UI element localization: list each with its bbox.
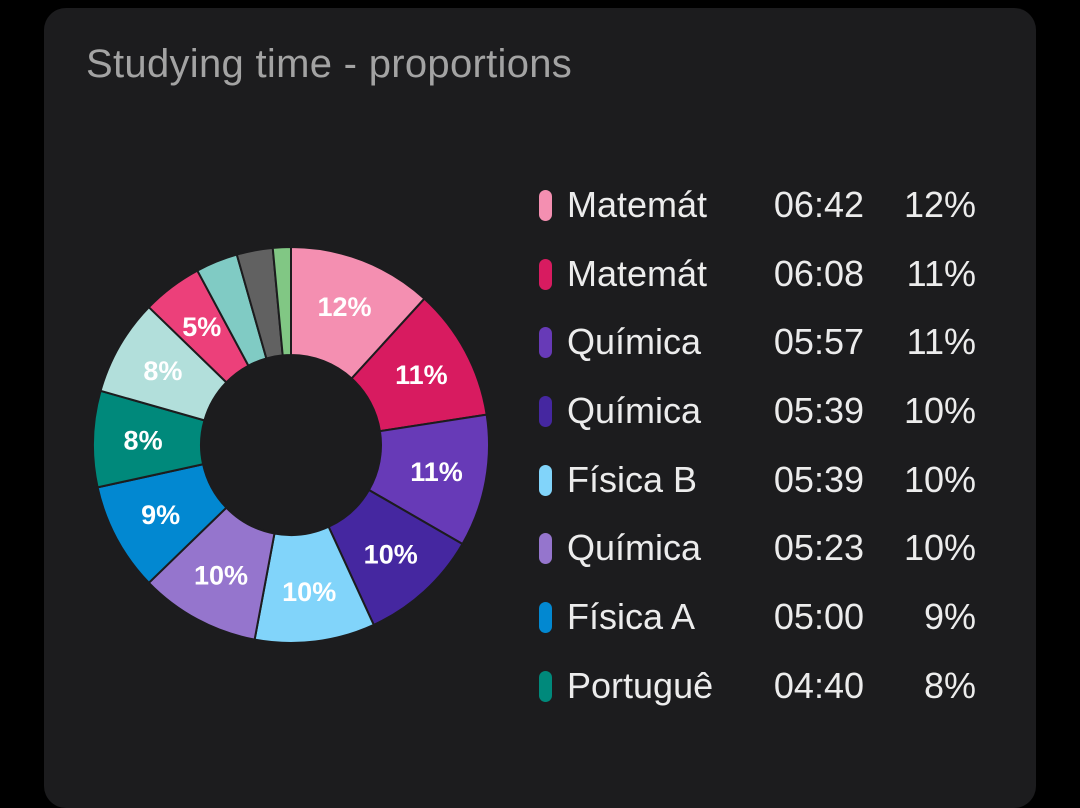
legend-percent: 10% <box>903 527 976 569</box>
legend-subject-name: Química <box>567 527 702 569</box>
legend-swatch <box>539 602 552 634</box>
legend-item-7[interactable]: Portuguê 04:40 8% <box>534 651 984 720</box>
legend-subject-name: Portuguê <box>567 664 714 706</box>
legend-subject-name: Física A <box>567 596 696 638</box>
legend-study-time: 05:39 <box>773 390 864 432</box>
legend-study-time: 05:00 <box>773 596 864 638</box>
legend-item-5[interactable]: Química 05:23 10% <box>534 513 984 582</box>
legend-swatch <box>539 396 552 428</box>
donut-chart: 12%11%11%10%10%10%9%8%8%5% <box>92 245 490 644</box>
legend-item-4[interactable]: Física B 05:39 10% <box>534 445 984 514</box>
legend-percent: 9% <box>923 596 976 638</box>
slice-percent-label-4: 10% <box>282 577 336 607</box>
legend-subject-name: Matemát <box>567 184 708 225</box>
legend-study-time: 05:57 <box>773 321 864 363</box>
slice-percent-label-9: 5% <box>182 312 221 342</box>
slice-percent-label-0: 12% <box>317 292 371 322</box>
legend-subject-name: Matemát <box>567 252 708 294</box>
legend-study-time: 05:39 <box>773 458 864 500</box>
chart-legend: Matemát 06:42 12% Matemát 06:08 11% Química 05:… <box>534 170 984 720</box>
slice-percent-label-6: 9% <box>141 500 180 530</box>
legend-swatch <box>539 464 552 496</box>
legend-item-3[interactable]: Química 05:39 10% <box>534 376 984 445</box>
legend-item-6[interactable]: Física A 05:00 9% <box>534 582 984 651</box>
legend-percent: 8% <box>923 664 976 706</box>
legend-percent: 12% <box>903 184 976 225</box>
slice-percent-label-3: 10% <box>364 539 418 569</box>
legend-study-time: 04:40 <box>773 664 864 706</box>
legend-subject-name: Química <box>567 321 702 363</box>
legend-swatch <box>539 327 552 359</box>
legend-percent: 10% <box>903 458 976 500</box>
legend-percent: 11% <box>906 252 976 294</box>
slice-percent-label-5: 10% <box>194 560 248 590</box>
chart-title: Studying time - proportions <box>86 42 573 86</box>
donut-slice-12[interactable] <box>271 245 292 357</box>
legend-item-2[interactable]: Química 05:57 11% <box>534 307 984 376</box>
legend-swatch <box>539 190 552 221</box>
slice-percent-label-1: 11% <box>395 360 448 390</box>
slice-percent-label-2: 11% <box>410 457 463 487</box>
legend-swatch <box>539 533 552 565</box>
slice-percent-label-8: 8% <box>143 356 182 386</box>
legend-subject-name: Física B <box>567 458 698 500</box>
legend-item-0[interactable]: Matemát 06:42 12% <box>534 170 984 239</box>
legend-percent: 11% <box>906 321 976 363</box>
slice-percent-label-7: 8% <box>124 425 163 455</box>
legend-swatch <box>539 258 552 290</box>
legend-swatch <box>539 670 552 702</box>
legend-study-time: 06:08 <box>773 252 864 294</box>
legend-study-time: 06:42 <box>773 184 864 225</box>
legend-study-time: 05:23 <box>773 527 864 569</box>
legend-subject-name: Química <box>567 390 702 432</box>
legend-percent: 10% <box>903 390 976 432</box>
chart-card: Studying time - proportions 12% 11% 11% 10%… <box>44 8 1036 808</box>
legend-item-1[interactable]: Matemát 06:08 11% <box>534 239 984 308</box>
